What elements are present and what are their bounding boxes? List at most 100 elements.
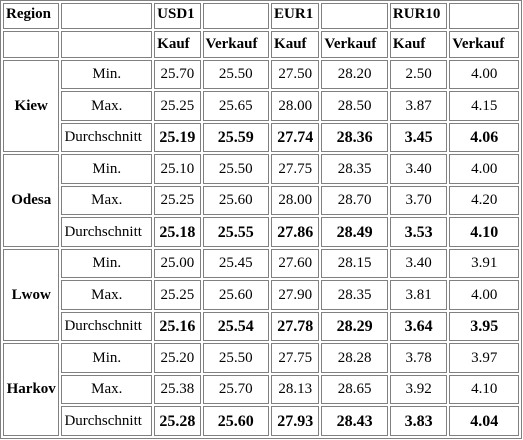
region-name: Lwow xyxy=(3,248,60,342)
rate-cell: 27.74 xyxy=(271,122,320,153)
rate-cell: 4.00 xyxy=(449,280,519,310)
rate-cell: 3.78 xyxy=(389,343,448,373)
rate-cell: 25.25 xyxy=(154,280,201,310)
rate-cell: 25.10 xyxy=(154,154,201,184)
rate-cell: 25.59 xyxy=(202,122,270,153)
empty-header-cell xyxy=(449,3,519,30)
row-label-average: Durchschnitt xyxy=(61,217,153,247)
rate-cell: 3.81 xyxy=(389,280,448,310)
table-row: Lwow Min. 25.00 25.45 27.60 28.15 3.40 3.91 xyxy=(3,248,519,342)
rate-cell: 28.29 xyxy=(321,311,388,342)
row-label-average: Durchschnitt xyxy=(61,122,153,153)
empty-header-cell xyxy=(61,3,153,30)
rate-cell: 25.50 xyxy=(202,343,270,373)
rate-cell: 28.00 xyxy=(271,91,320,121)
region-header: Region xyxy=(3,3,60,30)
header-row-buy-sell: Kauf Verkauf Kauf Verkauf Kauf Verkauf xyxy=(3,31,519,58)
rate-cell: 25.65 xyxy=(202,91,270,121)
rate-cell: 25.45 xyxy=(202,248,270,279)
rate-cell: 27.90 xyxy=(271,280,320,310)
rate-cell: 28.70 xyxy=(321,185,388,216)
row-label-max: Max. xyxy=(61,280,153,310)
rate-cell: 27.93 xyxy=(271,406,320,436)
row-label-average: Durchschnitt xyxy=(61,406,153,436)
rate-cell: 28.50 xyxy=(321,91,388,121)
rate-cell: 25.25 xyxy=(154,91,201,121)
rate-cell: 4.06 xyxy=(449,122,519,153)
rate-cell: 28.35 xyxy=(321,280,388,310)
rate-cell: 25.50 xyxy=(202,59,270,90)
region-name: Kiew xyxy=(3,59,60,153)
table-row: Kiew Min. 25.70 25.50 27.50 28.20 2.50 4.00 xyxy=(3,59,519,153)
rate-cell: 28.36 xyxy=(321,122,388,153)
table-row: Harkov Min. 25.20 25.50 27.75 28.28 3.78 3.97 xyxy=(3,343,519,436)
rate-cell: 4.15 xyxy=(449,91,519,121)
rate-cell: 27.78 xyxy=(271,311,320,342)
rate-cell: 28.43 xyxy=(321,406,388,436)
row-label-max: Max. xyxy=(61,185,153,216)
rate-cell: 25.00 xyxy=(154,248,201,279)
rate-cell: 4.10 xyxy=(449,374,519,405)
rate-cell: 3.64 xyxy=(389,311,448,342)
row-label-average: Durchschnitt xyxy=(61,311,153,342)
rate-cell: 3.92 xyxy=(389,374,448,405)
rate-cell: 27.50 xyxy=(271,59,320,90)
region-name: Odesa xyxy=(3,154,60,247)
sell-header-rur: Verkauf xyxy=(449,31,519,58)
rate-cell: 3.91 xyxy=(449,248,519,279)
header-row-currencies: Region USD1 EUR1 RUR10 xyxy=(3,3,519,30)
empty-header-cell xyxy=(61,31,153,58)
row-label-max: Max. xyxy=(61,374,153,405)
rate-cell: 28.35 xyxy=(321,154,388,184)
rate-cell: 3.95 xyxy=(449,311,519,342)
table-row: Durchschnitt 25.19 25.59 27.74 28.36 3.45 4.06 xyxy=(3,122,519,153)
rate-cell: 25.50 xyxy=(202,154,270,184)
rate-cell: 25.28 xyxy=(154,406,201,436)
rate-cell: 28.13 xyxy=(271,374,320,405)
table-row: Max. 25.38 25.70 28.13 28.65 3.92 4.10 xyxy=(3,374,519,405)
row-label-max: Max. xyxy=(61,91,153,121)
empty-header-cell xyxy=(3,31,60,58)
rate-cell: 27.75 xyxy=(271,154,320,184)
currency-header-rur: RUR10 xyxy=(389,3,448,30)
table-row: Max. 25.25 25.60 27.90 28.35 3.81 4.00 xyxy=(3,280,519,310)
buy-header-rur: Kauf xyxy=(389,31,448,58)
rate-cell: 27.75 xyxy=(271,343,320,373)
sell-header-eur: Verkauf xyxy=(321,31,388,58)
buy-header-eur: Kauf xyxy=(271,31,320,58)
rate-cell: 28.15 xyxy=(321,248,388,279)
rate-cell: 4.04 xyxy=(449,406,519,436)
empty-header-cell xyxy=(202,3,270,30)
rate-cell: 25.55 xyxy=(202,217,270,247)
rate-cell: 3.87 xyxy=(389,91,448,121)
rate-cell: 3.40 xyxy=(389,248,448,279)
rate-cell: 28.65 xyxy=(321,374,388,405)
table-row: Odesa Min. 25.10 25.50 27.75 28.35 3.40 4.00 xyxy=(3,154,519,247)
empty-header-cell xyxy=(321,3,388,30)
rate-cell: 25.60 xyxy=(202,280,270,310)
region-name: Harkov xyxy=(3,343,60,436)
rate-cell: 28.00 xyxy=(271,185,320,216)
rate-cell: 25.60 xyxy=(202,406,270,436)
buy-header-usd: Kauf xyxy=(154,31,201,58)
row-label-min: Min. xyxy=(61,343,153,373)
rate-cell: 4.00 xyxy=(449,59,519,90)
rate-cell: 3.40 xyxy=(389,154,448,184)
currency-header-eur: EUR1 xyxy=(271,3,320,30)
table-row: Durchschnitt 25.28 25.60 27.93 28.43 3.83 4.04 xyxy=(3,406,519,436)
rate-cell: 25.16 xyxy=(154,311,201,342)
table-row: Durchschnitt 25.18 25.55 27.86 28.49 3.53 4.10 xyxy=(3,217,519,247)
rate-cell: 25.54 xyxy=(202,311,270,342)
rate-cell: 3.70 xyxy=(389,185,448,216)
rate-cell: 27.86 xyxy=(271,217,320,247)
rate-cell: 25.20 xyxy=(154,343,201,373)
rate-cell: 25.18 xyxy=(154,217,201,247)
rate-cell: 28.28 xyxy=(321,343,388,373)
table-row: Durchschnitt 25.16 25.54 27.78 28.29 3.64 3.95 xyxy=(3,311,519,342)
rate-cell: 4.10 xyxy=(449,217,519,247)
rate-cell: 3.97 xyxy=(449,343,519,373)
rate-cell: 28.49 xyxy=(321,217,388,247)
table-row: Max. 25.25 25.65 28.00 28.50 3.87 4.15 xyxy=(3,91,519,121)
rate-cell: 27.60 xyxy=(271,248,320,279)
row-label-min: Min. xyxy=(61,59,153,90)
